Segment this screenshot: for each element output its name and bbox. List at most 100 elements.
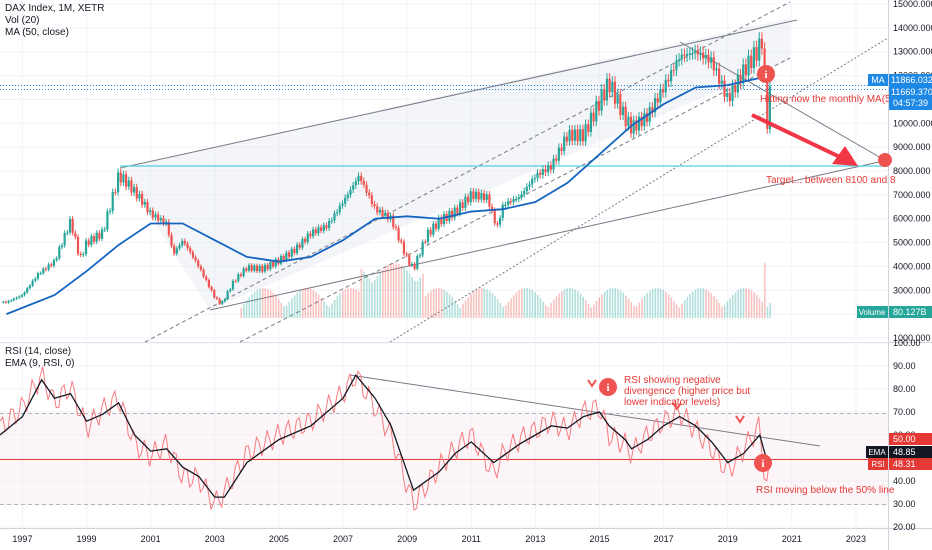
- volume-bar: [748, 288, 750, 318]
- volume-bar: [371, 282, 373, 318]
- ema-indicator-label[interactable]: EMA (9, RSI, 0): [5, 358, 75, 369]
- volume-bar: [494, 296, 496, 318]
- candle-body: [418, 255, 422, 257]
- candle-body: [298, 244, 301, 248]
- volume-bar: [341, 291, 344, 318]
- time-tick-label: 2007: [333, 534, 353, 544]
- candle-body: [253, 265, 256, 271]
- candle-body: [218, 298, 221, 304]
- volume-bar: [622, 292, 625, 318]
- volume-bar: [707, 291, 710, 318]
- candle-body: [571, 129, 574, 141]
- candle-body: [466, 196, 470, 203]
- volume-bar: [614, 288, 617, 318]
- candle-body: [44, 268, 48, 270]
- candle-body: [143, 202, 146, 205]
- candle-body: [661, 89, 665, 93]
- candle-body: [707, 54, 710, 63]
- volume-bar: [427, 292, 430, 318]
- candle-body: [247, 265, 251, 271]
- target-arrow-shaft[interactable]: [751, 113, 843, 160]
- candle-body: [95, 232, 98, 242]
- candle-body: [512, 199, 515, 202]
- target-marker[interactable]: [878, 153, 892, 167]
- candle-body: [587, 124, 590, 132]
- candle-body: [325, 225, 328, 229]
- candle-body: [763, 48, 766, 76]
- volume-bar: [304, 288, 307, 318]
- candle-body: [368, 192, 371, 196]
- candle-body: [207, 279, 211, 288]
- ma-indicator-label[interactable]: MA (50, close): [5, 27, 69, 38]
- candle-body: [354, 181, 357, 186]
- rsi-tick-label: 20.00: [893, 522, 916, 532]
- candle-body: [504, 204, 507, 206]
- candle-body: [605, 78, 609, 101]
- volume-bar: [352, 288, 355, 318]
- volume-bar: [742, 288, 745, 318]
- candle-body: [178, 245, 181, 249]
- candle-body: [603, 89, 606, 101]
- rsi-divergence-trendline[interactable]: [349, 374, 821, 447]
- volume-bar: [579, 293, 582, 318]
- candle-body: [255, 265, 259, 272]
- candle-body: [360, 176, 363, 182]
- candle-body: [282, 256, 285, 261]
- candle-body: [750, 55, 753, 68]
- time-tick-label: 2013: [525, 534, 545, 544]
- info-icon[interactable]: i: [599, 378, 617, 396]
- volume-bar: [272, 293, 275, 318]
- candle-body: [108, 210, 112, 212]
- time-tick-label: 2003: [205, 534, 225, 544]
- candle-body: [151, 210, 154, 218]
- lower-trendline[interactable]: [209, 159, 889, 311]
- volume-bar: [296, 292, 299, 318]
- volume-bar: [344, 289, 347, 318]
- candle-body: [643, 113, 646, 127]
- candle-body: [285, 252, 288, 261]
- candle-body: [752, 47, 755, 68]
- price-tick-label: 15000.000: [893, 0, 932, 9]
- rsi-indicator-label[interactable]: RSI (14, close): [5, 346, 72, 357]
- candle-body: [715, 68, 718, 71]
- candle-body: [98, 232, 101, 239]
- candle-body: [34, 278, 37, 281]
- info-icon[interactable]: i: [754, 454, 772, 472]
- candle-body: [226, 291, 229, 299]
- candle-body: [712, 57, 715, 71]
- volume-bar: [601, 294, 603, 318]
- candle-body: [106, 211, 109, 230]
- candle-body: [186, 243, 189, 249]
- time-tick-label: 2011: [462, 534, 481, 544]
- candle-body: [456, 207, 459, 214]
- price-tick-label: 8000.000: [893, 166, 931, 176]
- volume-bar: [542, 301, 544, 318]
- info-icon[interactable]: i: [757, 65, 775, 83]
- candle-body: [133, 187, 136, 193]
- candle-body: [42, 268, 45, 274]
- volume-bar: [331, 303, 333, 318]
- volume-bar: [357, 291, 360, 318]
- candle-body: [167, 221, 170, 235]
- last-price-tag: 11669.370 04:57:39: [889, 86, 932, 110]
- volume-indicator-label[interactable]: Vol (20): [5, 15, 40, 26]
- time-tick-label: 2005: [269, 534, 289, 544]
- candle-body: [237, 274, 240, 282]
- volume-bar: [478, 288, 480, 318]
- volume-bar: [756, 295, 758, 318]
- rsi-tick-label: 80.00: [893, 384, 916, 394]
- target-arrow-head: [832, 146, 858, 166]
- candle-body: [645, 113, 649, 122]
- candle-body: [579, 129, 582, 142]
- candle-body: [731, 84, 734, 102]
- volume-bar: [435, 288, 438, 318]
- volume-bar: [662, 289, 665, 318]
- symbol-title[interactable]: DAX Index, 1M, XETR: [5, 3, 105, 14]
- candle-body: [675, 60, 678, 71]
- candle-body: [768, 86, 772, 130]
- volume-bar: [729, 298, 731, 318]
- volume-bar: [691, 291, 694, 318]
- volume-bar: [320, 297, 323, 318]
- price-tick-label: 10000.000: [893, 118, 932, 128]
